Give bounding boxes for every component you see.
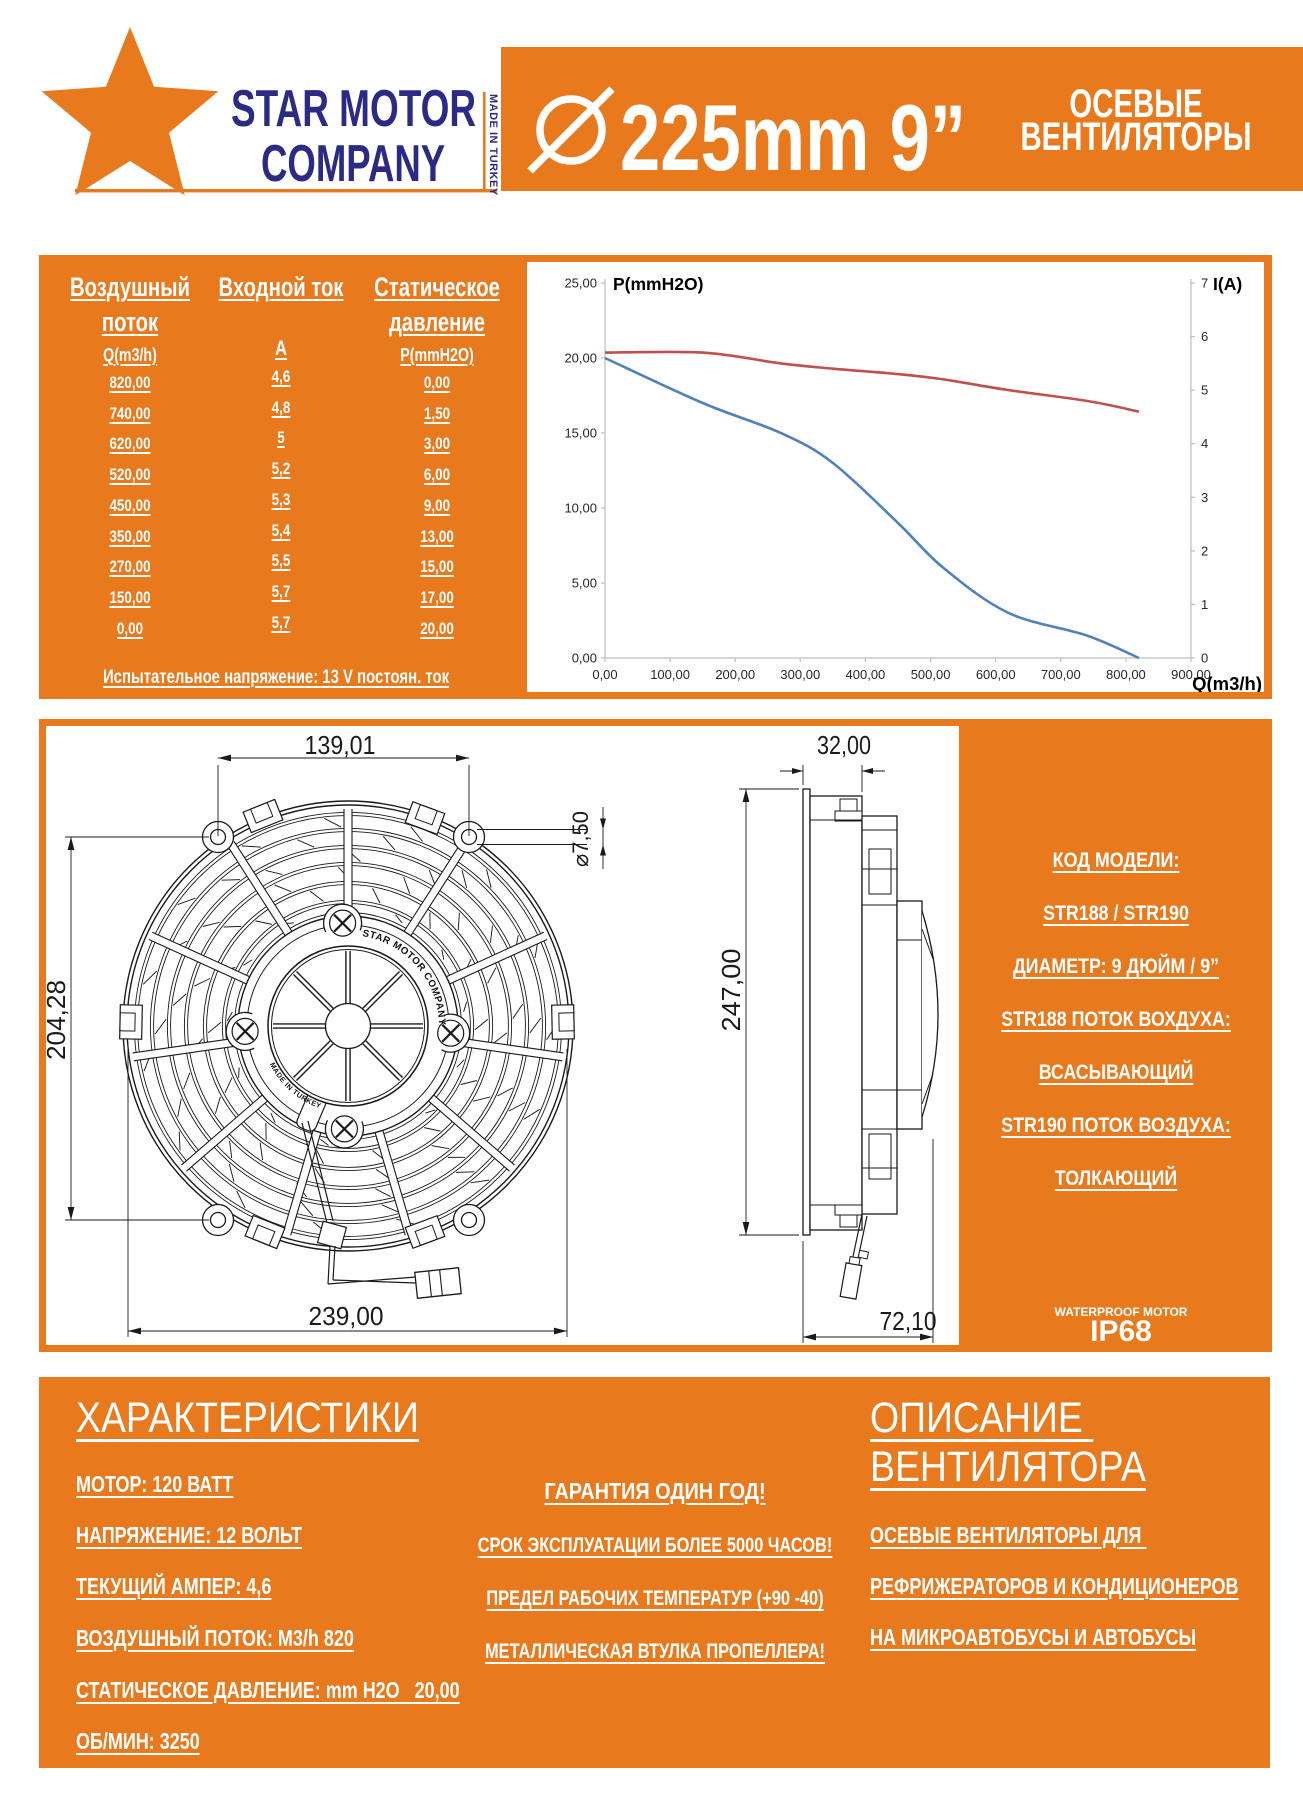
svg-text:P(mmH2O): P(mmH2O) (613, 274, 703, 294)
svg-text:300,00: 300,00 (780, 667, 820, 682)
svg-text:400,00: 400,00 (846, 667, 886, 682)
svg-text:239,00: 239,00 (309, 1301, 384, 1331)
svg-text:10,00: 10,00 (564, 501, 597, 516)
svg-text:20,00: 20,00 (564, 351, 597, 366)
svg-text:247,00: 247,00 (716, 949, 746, 1032)
svg-text:25,00: 25,00 (564, 276, 597, 291)
svg-text:800,00: 800,00 (1106, 667, 1146, 682)
svg-text:Q(m3/h): Q(m3/h) (1192, 673, 1262, 692)
svg-text:0,00: 0,00 (572, 651, 597, 666)
svg-text:100,00: 100,00 (650, 667, 690, 682)
svg-text:5: 5 (1201, 383, 1208, 398)
svg-text:500,00: 500,00 (911, 667, 951, 682)
svg-text:204,28: 204,28 (41, 980, 71, 1060)
svg-text:6: 6 (1201, 329, 1208, 344)
svg-text:72,10: 72,10 (880, 1306, 937, 1336)
svg-text:5,00: 5,00 (572, 576, 597, 591)
svg-text:700,00: 700,00 (1041, 667, 1081, 682)
svg-text:1: 1 (1201, 597, 1208, 612)
svg-text:0,00: 0,00 (592, 667, 617, 682)
svg-text:900,00: 900,00 (1171, 667, 1211, 682)
svg-text:200,00: 200,00 (715, 667, 755, 682)
svg-text:139,01: 139,01 (305, 730, 376, 760)
svg-text:⌀7,50: ⌀7,50 (568, 811, 593, 867)
svg-text:15,00: 15,00 (564, 426, 597, 441)
svg-text:600,00: 600,00 (976, 667, 1016, 682)
svg-text:32,00: 32,00 (817, 730, 871, 760)
svg-text:4: 4 (1201, 436, 1208, 451)
svg-text:2: 2 (1201, 543, 1208, 558)
svg-text:7: 7 (1201, 276, 1208, 291)
svg-text:I(A): I(A) (1213, 274, 1242, 294)
svg-text:0: 0 (1201, 651, 1208, 666)
svg-text:3: 3 (1201, 490, 1208, 505)
